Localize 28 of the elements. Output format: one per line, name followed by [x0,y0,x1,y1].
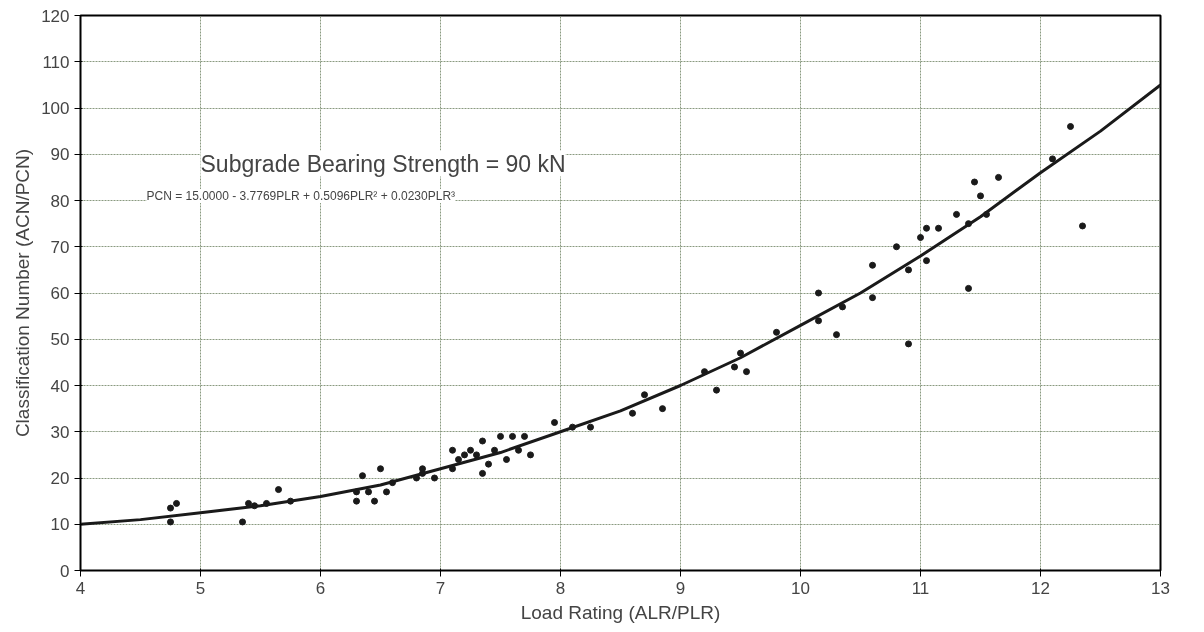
x-tick-label: 4 [75,578,86,598]
y-tick-label: 70 [50,237,70,257]
y-tick-label: 40 [50,376,70,396]
y-tick-label: 120 [41,6,70,26]
y-tick-label: 100 [41,99,70,118]
x-axis-title: Load Rating (ALR/PLR) [520,601,721,623]
x-tick-label: 13 [1151,578,1170,598]
y-tick-label: 10 [50,515,70,535]
annotation: PCN = 15.0000 - 3.7769PLR + 0.5096PLR² + 0.0230PLR³ [146,188,456,203]
y-tick-label: 20 [50,469,70,488]
y-tick-label: 30 [50,422,70,442]
x-tick-label: 6 [315,578,326,598]
y-tick-label: 110 [42,52,70,72]
x-tick-label: 11 [911,578,930,598]
x-tick-label: 9 [675,578,686,598]
y-tick-label: 60 [50,284,70,303]
x-tick-label: 5 [195,578,206,598]
x-tick-label: 7 [435,578,446,598]
y-tick-label: 50 [50,330,70,350]
y-axis-title: Classification Number (ACN/PCN) [12,148,34,438]
x-tick-label: 10 [791,578,810,598]
y-tick-label: 80 [50,191,70,211]
y-tick-label: 0 [60,561,70,581]
x-tick-label: 8 [555,578,566,598]
x-tick-label: 12 [1031,578,1050,598]
line-series [80,83,1161,526]
y-tick-label: 90 [50,145,70,165]
annotation: Subgrade Bearing Strength = 90 kN [200,150,566,177]
